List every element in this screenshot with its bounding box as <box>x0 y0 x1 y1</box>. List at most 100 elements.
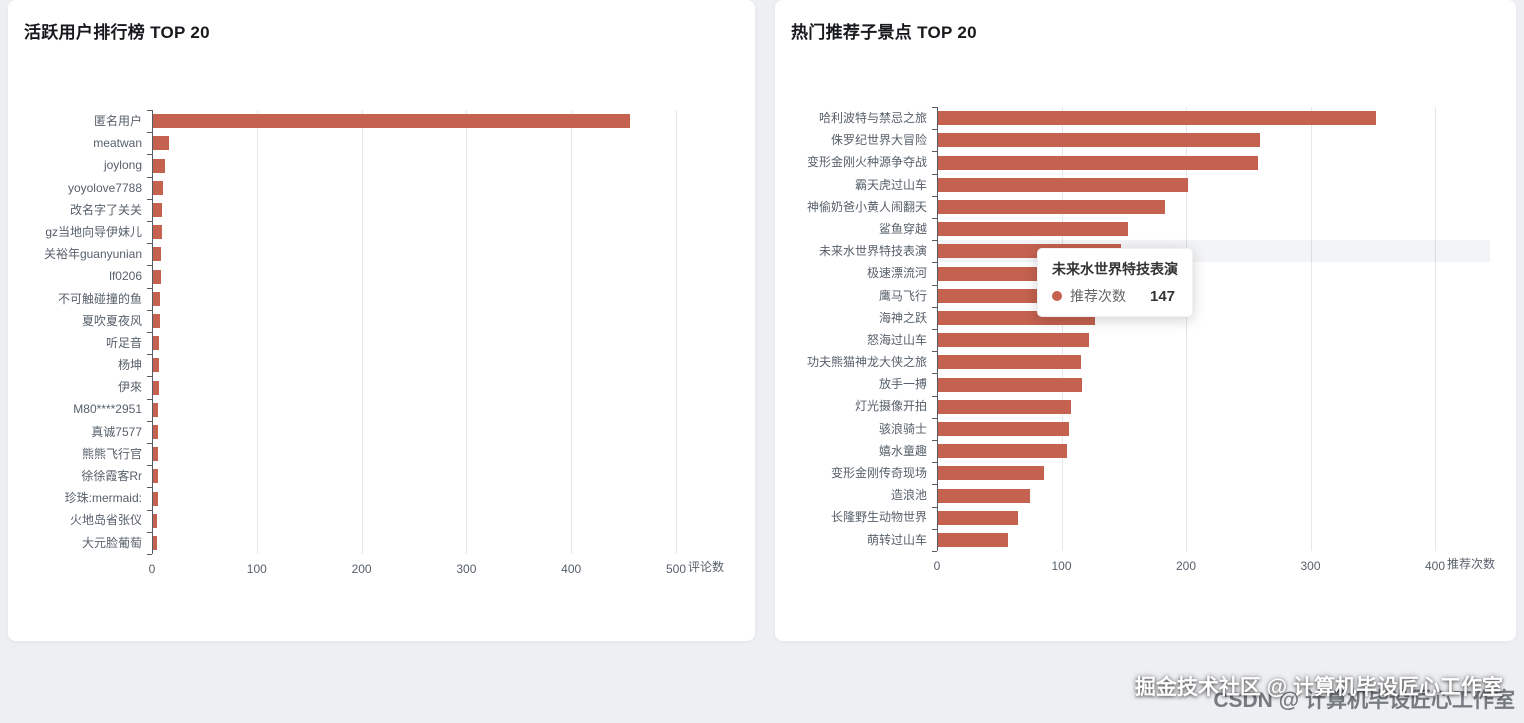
y-axis-tick <box>147 132 152 134</box>
bar[interactable] <box>938 444 1068 459</box>
y-axis-label: 熊熊飞行官 <box>81 446 142 461</box>
y-axis-tick <box>147 110 152 111</box>
y-axis-label: 鲨鱼穿越 <box>878 221 927 236</box>
x-axis: 0 100 200 300 400 <box>934 559 1445 575</box>
y-axis-label: 改名字了关关 <box>69 202 142 217</box>
y-axis-label: 侏罗纪世界大冒险 <box>830 133 927 148</box>
bar[interactable] <box>153 402 159 417</box>
y-axis-tick <box>932 218 937 219</box>
bar[interactable] <box>938 177 1189 192</box>
y-axis-tick <box>147 554 152 555</box>
plot-area[interactable] <box>932 107 1490 552</box>
bar[interactable] <box>153 469 159 484</box>
active-users-bar-chart[interactable]: 匿名用户 meatwan joylong yoyolove7788 改名字了关关 gz当地… <box>8 0 755 641</box>
gridline <box>361 110 363 554</box>
bar[interactable] <box>938 155 1258 170</box>
y-axis-tick <box>932 506 937 508</box>
y-axis-label: 伊來 <box>117 380 142 395</box>
y-axis-tick <box>932 417 937 419</box>
y-axis-label: 哈利波特与禁忌之旅 <box>818 111 927 125</box>
bar[interactable] <box>153 424 159 439</box>
y-axis-label: 灯光摄像开拍 <box>854 399 927 414</box>
y-axis-tick <box>147 265 152 267</box>
y-axis-tick <box>932 373 937 375</box>
x-axis-tick-label: 300 <box>456 562 477 576</box>
gridline <box>571 110 573 554</box>
tooltip-category: 未来水世界特技表演 <box>1052 261 1178 278</box>
bar[interactable] <box>153 313 161 328</box>
y-axis-label: 大元脸葡萄 <box>81 535 142 550</box>
bar[interactable] <box>938 510 1018 525</box>
y-axis-tick <box>147 531 152 533</box>
bar[interactable] <box>153 269 162 284</box>
bar[interactable] <box>153 491 159 506</box>
active-users-chart-card: 活跃用户排行榜 TOP 20 匿名用户 meatwan joylong yoyolov… <box>8 0 755 641</box>
y-axis-tick <box>932 195 937 197</box>
watermark-csdn: CSDN @ 计算机毕设匠心工作室 <box>1213 689 1515 712</box>
bar[interactable] <box>938 421 1069 436</box>
y-axis-label: 真诚7577 <box>91 424 142 439</box>
x-axis-name: 推荐次数 <box>1447 557 1496 571</box>
y-axis-label: 不可触碰撞的鱼 <box>57 291 142 306</box>
bar[interactable] <box>153 447 159 462</box>
bar[interactable] <box>153 114 630 129</box>
plot-area[interactable] <box>147 110 677 555</box>
y-axis-tick <box>147 332 152 333</box>
y-axis-label: 听足音 <box>105 335 142 350</box>
y-axis-tick <box>932 528 937 530</box>
bar[interactable] <box>153 513 158 528</box>
bar[interactable] <box>938 222 1129 237</box>
bar[interactable] <box>153 291 161 306</box>
y-axis-tick <box>147 243 152 245</box>
y-axis-label: 骇浪骑士 <box>878 421 927 436</box>
y-axis-label: lf0206 <box>109 269 142 284</box>
bar[interactable] <box>153 380 160 395</box>
bar[interactable] <box>153 202 163 217</box>
gridline <box>256 110 258 554</box>
y-axis-label: 极速漂流河 <box>866 266 927 281</box>
bar[interactable] <box>938 399 1072 414</box>
y-axis-label: 变形金刚传奇现场 <box>830 466 927 480</box>
x-axis-tick-label: 100 <box>246 562 267 576</box>
bar[interactable] <box>153 136 169 151</box>
y-axis-label: 鹰马飞行 <box>878 288 927 303</box>
y-axis-label: 夏吹夏夜风 <box>81 313 142 328</box>
y-axis-label: yoyolove7788 <box>67 180 142 195</box>
bar[interactable] <box>938 488 1031 503</box>
y-axis-label: M80****2951 <box>73 402 142 417</box>
bar[interactable] <box>153 158 165 173</box>
bar[interactable] <box>938 133 1261 148</box>
bar[interactable] <box>938 355 1082 370</box>
y-axis-tick <box>932 262 937 264</box>
bar[interactable] <box>153 336 160 351</box>
bar[interactable] <box>938 199 1165 214</box>
gridline <box>1435 107 1436 551</box>
y-axis-tick <box>932 151 937 153</box>
y-axis-tick <box>147 443 152 444</box>
bar[interactable] <box>938 333 1089 348</box>
bar[interactable] <box>153 247 162 262</box>
chart-title-hot-sub-spots: 热门推荐子景点 TOP 20 <box>791 23 977 42</box>
y-axis-tick <box>147 465 152 467</box>
bar[interactable] <box>938 532 1008 547</box>
bar[interactable] <box>153 225 163 240</box>
y-axis-label: 变形金刚火种源争夺战 <box>806 155 927 170</box>
hot-sub-spots-bar-chart[interactable]: 哈利波特与禁忌之旅 侏罗纪世界大冒险 变形金刚火种源争夺战 霸天虎过山车 神偷奶爸小黄人… <box>775 0 1516 641</box>
hot-sub-spots-chart-card: 热门推荐子景点 TOP 20 哈利波特与禁忌之旅侏罗纪世界大冒险变形金刚火种源争… <box>775 0 1516 641</box>
y-axis-tick <box>147 420 152 422</box>
y-axis-tick <box>147 509 152 511</box>
y-axis-tick <box>147 487 152 489</box>
bar[interactable] <box>153 358 160 373</box>
bar[interactable] <box>153 180 164 195</box>
x-axis-tick-label: 0 <box>148 562 156 576</box>
bar[interactable] <box>938 466 1044 481</box>
bar[interactable] <box>938 111 1377 126</box>
y-axis-labels: 匿名用户 meatwan joylong yoyolove7788 改名字了关关 gz当地… <box>8 110 142 554</box>
y-axis-label: joylong <box>103 158 142 173</box>
y-axis-line <box>937 107 938 551</box>
y-axis-label: 功夫熊猫神龙大侠之旅 <box>806 355 927 370</box>
bar[interactable] <box>938 377 1083 392</box>
y-axis-label: 火地岛省张仪 <box>69 513 142 528</box>
y-axis-label: 关裕年guanyunian <box>43 247 142 262</box>
bar[interactable] <box>153 535 158 550</box>
